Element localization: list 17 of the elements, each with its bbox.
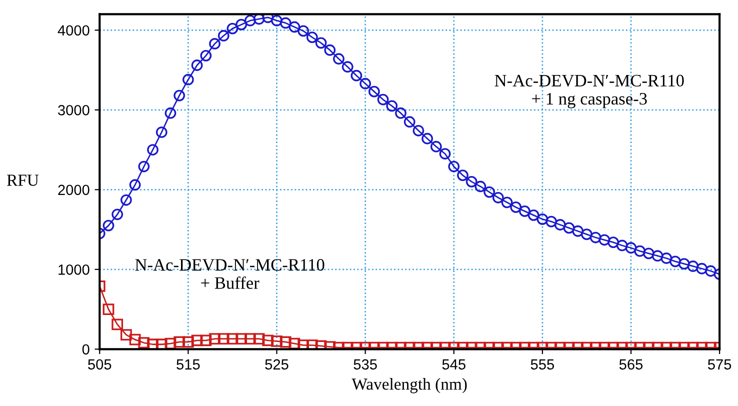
x-tick-label: 525: [265, 359, 288, 370]
x-axis-title: Wavelength (nm): [352, 378, 467, 394]
x-tick-label: 505: [88, 359, 112, 370]
x-tick-label: 575: [708, 359, 732, 370]
x-tick-label: 515: [176, 359, 200, 370]
annotation: N-Ac-DEVD-N′-MC-R110 + 1 ng caspase-3: [494, 74, 684, 108]
x-tick-label: 545: [442, 359, 466, 370]
y-axis-title: RFU: [7, 174, 39, 186]
x-tick-label: 565: [619, 359, 643, 370]
y-tick-label: 2000: [58, 184, 90, 196]
x-tick-label: 555: [530, 359, 554, 370]
annotation: N-Ac-DEVD-N′-MC-R110 + Buffer: [135, 259, 324, 289]
y-tick-label: 3000: [58, 105, 90, 116]
y-tick-label: 1000: [58, 264, 90, 275]
y-tick-label: 0: [82, 344, 90, 355]
x-tick-label: 535: [354, 359, 377, 370]
y-tick-label: 4000: [58, 25, 90, 36]
